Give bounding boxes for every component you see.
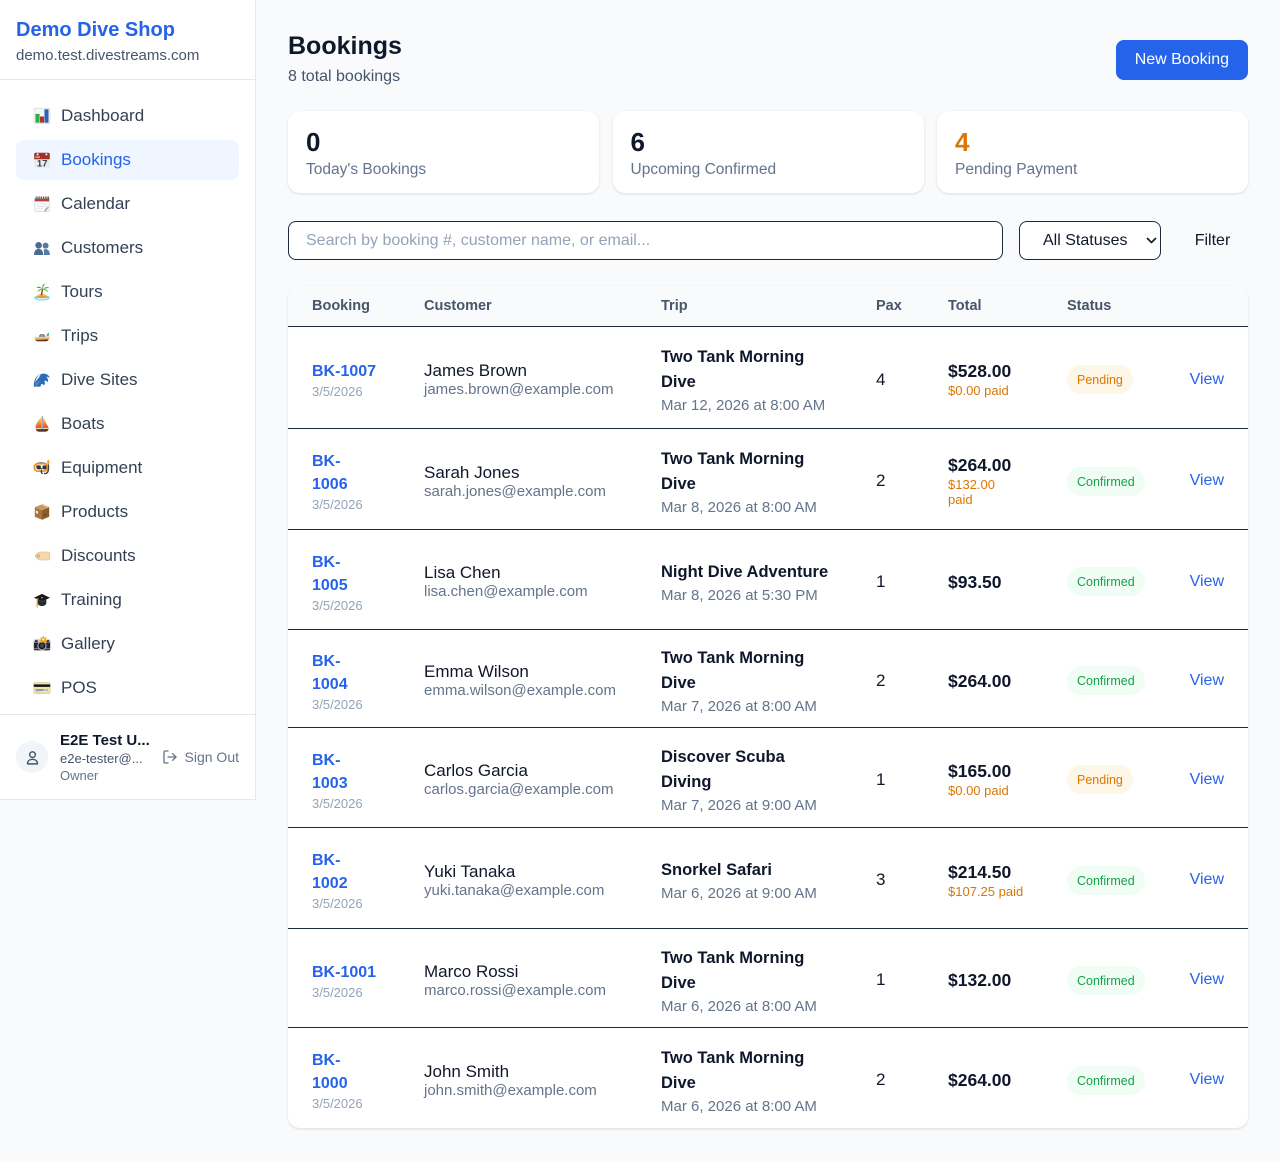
svg-text:17: 17: [37, 158, 48, 169]
